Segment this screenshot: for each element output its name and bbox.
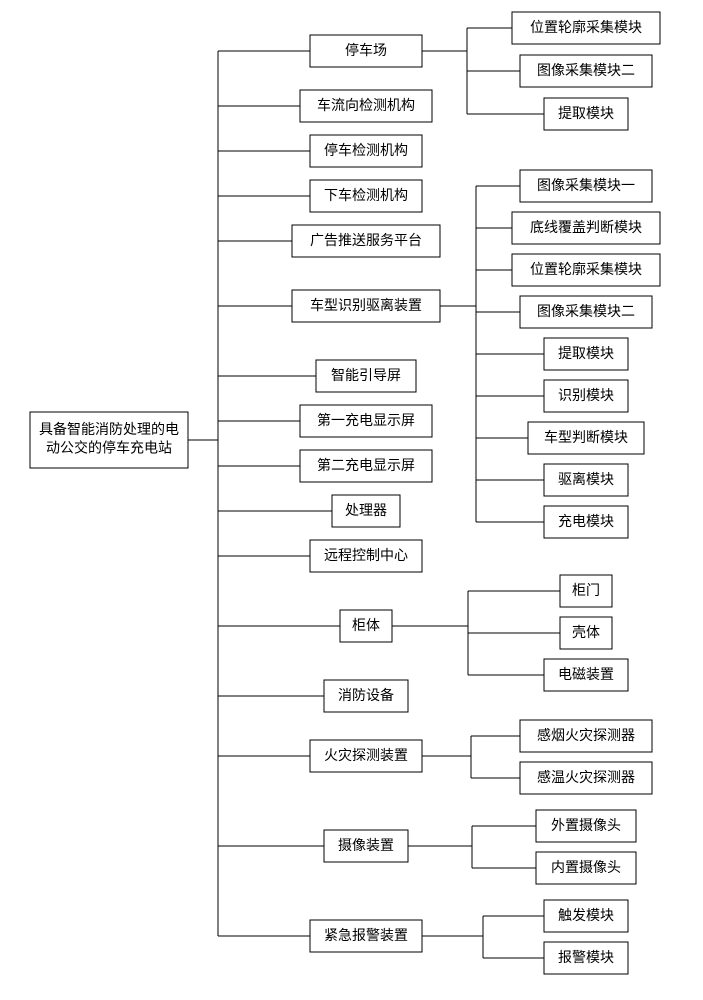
tree-diagram: 具备智能消防处理的电动公交的停车充电站 停车场车流向检测机构停车检测机构下车检测机…: [0, 0, 703, 1000]
node-label: 动公交的停车充电站: [46, 439, 172, 456]
node-label: 智能引导屏: [331, 368, 401, 384]
node-label: 识别模块: [558, 388, 614, 404]
node-label: 充电模块: [558, 514, 614, 530]
node-heat_detector: 感温火灾探测器: [520, 762, 652, 794]
node-alight_detect: 下车检测机构: [310, 180, 422, 212]
node-vehicle_judge: 车型判断模块: [528, 422, 644, 454]
node-label: 感烟火灾探测器: [537, 727, 635, 744]
node-label: 外置摄像头: [551, 818, 621, 834]
node-park_detect: 停车检测机构: [310, 135, 422, 167]
node-label: 处理器: [345, 503, 387, 519]
node-label: 触发模块: [558, 908, 614, 924]
node-label: 电磁装置: [558, 667, 614, 683]
node-img_collect_2a: 图像采集模块二: [520, 55, 652, 87]
node-label: 车型判断模块: [544, 429, 628, 446]
node-label: 位置轮廓采集模块: [530, 261, 642, 278]
node-label: 图像采集模块一: [537, 177, 635, 194]
node-label: 壳体: [572, 624, 600, 641]
node-label: 远程控制中心: [324, 548, 408, 564]
node-expel_module: 驱离模块: [544, 464, 628, 496]
node-extract_1: 提取模块: [544, 98, 628, 130]
node-charge_disp2: 第二充电显示屏: [300, 450, 432, 482]
node-smart_screen: 智能引导屏: [316, 360, 416, 392]
node-label: 车型识别驱离装置: [310, 297, 422, 314]
node-alarm_module: 报警模块: [544, 942, 628, 974]
node-camera: 摄像装置: [324, 830, 408, 862]
node-label: 消防设备: [338, 687, 394, 704]
node-extract_2: 提取模块: [544, 338, 628, 370]
node-label: 紧急报警装置: [324, 928, 408, 944]
node-recog_module: 识别模块: [544, 380, 628, 412]
node-shell: 壳体: [560, 617, 612, 649]
node-processor: 处理器: [332, 495, 400, 527]
node-remote_ctrl: 远程控制中心: [310, 540, 422, 572]
node-smoke_detector: 感烟火灾探测器: [520, 720, 652, 752]
node-baseline_cover: 底线覆盖判断模块: [512, 212, 660, 244]
node-charge_disp1: 第一充电显示屏: [300, 405, 432, 437]
node-cabinet_door: 柜门: [560, 575, 612, 607]
node-fire_equip: 消防设备: [324, 680, 408, 712]
node-label: 图像采集模块二: [537, 62, 635, 79]
node-label: 广告推送服务平台: [310, 233, 422, 249]
node-charge_module: 充电模块: [544, 506, 628, 538]
node-fire_detect: 火灾探测装置: [310, 740, 422, 772]
node-label: 第一充电显示屏: [317, 412, 415, 429]
node-label: 图像采集模块二: [537, 303, 635, 320]
node-label: 摄像装置: [338, 838, 394, 854]
node-label: 火灾探测装置: [324, 747, 408, 764]
node-em_device: 电磁装置: [544, 659, 628, 691]
node-root: 具备智能消防处理的电动公交的停车充电站: [30, 412, 188, 468]
node-label: 提取模块: [558, 346, 614, 362]
node-int_camera: 内置摄像头: [536, 852, 636, 884]
node-label: 停车场: [345, 42, 387, 59]
node-label: 感温火灾探测器: [537, 769, 635, 786]
node-trigger_module: 触发模块: [544, 900, 628, 932]
node-vehicle_recog: 车型识别驱离装置: [292, 290, 440, 322]
node-label: 驱离模块: [558, 471, 614, 488]
node-alarm: 紧急报警装置: [310, 920, 422, 952]
node-flow_detect: 车流向检测机构: [300, 90, 432, 122]
node-label: 提取模块: [558, 106, 614, 122]
node-label: 报警模块: [558, 950, 614, 966]
node-label: 柜体: [352, 618, 380, 634]
node-label: 车流向检测机构: [317, 97, 415, 114]
node-label: 位置轮廓采集模块: [530, 19, 642, 36]
node-parking_lot: 停车场: [310, 35, 422, 67]
node-label: 内置摄像头: [551, 860, 621, 876]
node-ext_camera: 外置摄像头: [536, 810, 636, 842]
node-label: 柜门: [572, 583, 600, 599]
node-pos_profile_1: 位置轮廓采集模块: [512, 12, 660, 44]
node-ad_platform: 广告推送服务平台: [292, 225, 440, 257]
node-img_collect_1: 图像采集模块一: [520, 170, 652, 202]
node-img_collect_2b: 图像采集模块二: [520, 296, 652, 328]
node-label: 底线覆盖判断模块: [530, 220, 642, 236]
node-label: 停车检测机构: [324, 142, 408, 159]
node-label: 下车检测机构: [324, 187, 408, 204]
node-cabinet: 柜体: [340, 610, 392, 642]
node-pos_profile_2: 位置轮廓采集模块: [512, 254, 660, 286]
node-label: 具备智能消防处理的电: [39, 421, 179, 438]
node-label: 第二充电显示屏: [317, 457, 415, 474]
